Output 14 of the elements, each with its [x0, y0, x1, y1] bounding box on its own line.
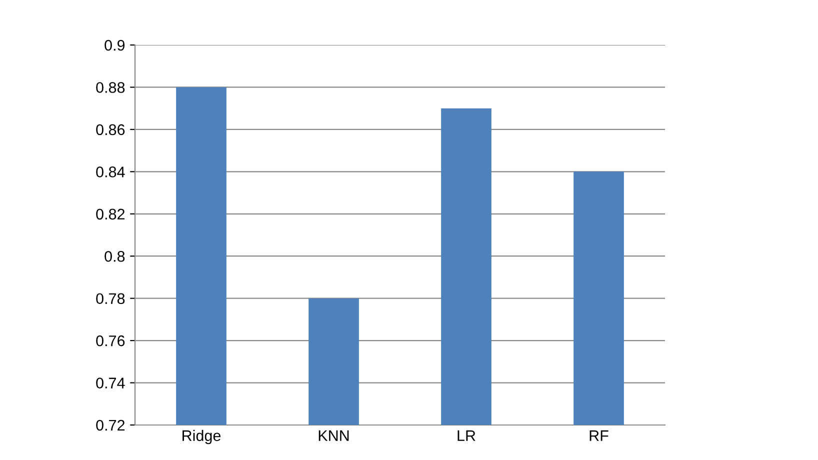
y-tick-label: 0.84 [96, 166, 125, 178]
y-tick-label: 0.74 [96, 378, 125, 388]
x-tick-label: KNN [318, 430, 349, 441]
y-tick-label: 0.9 [104, 40, 125, 51]
x-tick-label: RF [590, 430, 608, 441]
y-tick-label: 0.88 [96, 82, 125, 93]
y-tick-label: 0.82 [96, 208, 125, 220]
x-tick-label: Ridge [182, 430, 221, 444]
y-tick-label: 0.76 [96, 335, 125, 346]
y-tick-label: 0.72 [96, 420, 125, 431]
y-tick-label: 0.78 [96, 293, 125, 304]
y-tick-label: 0.86 [96, 124, 125, 136]
y-tick-label: 0.8 [104, 250, 125, 262]
x-tick-label: LR [458, 430, 476, 441]
